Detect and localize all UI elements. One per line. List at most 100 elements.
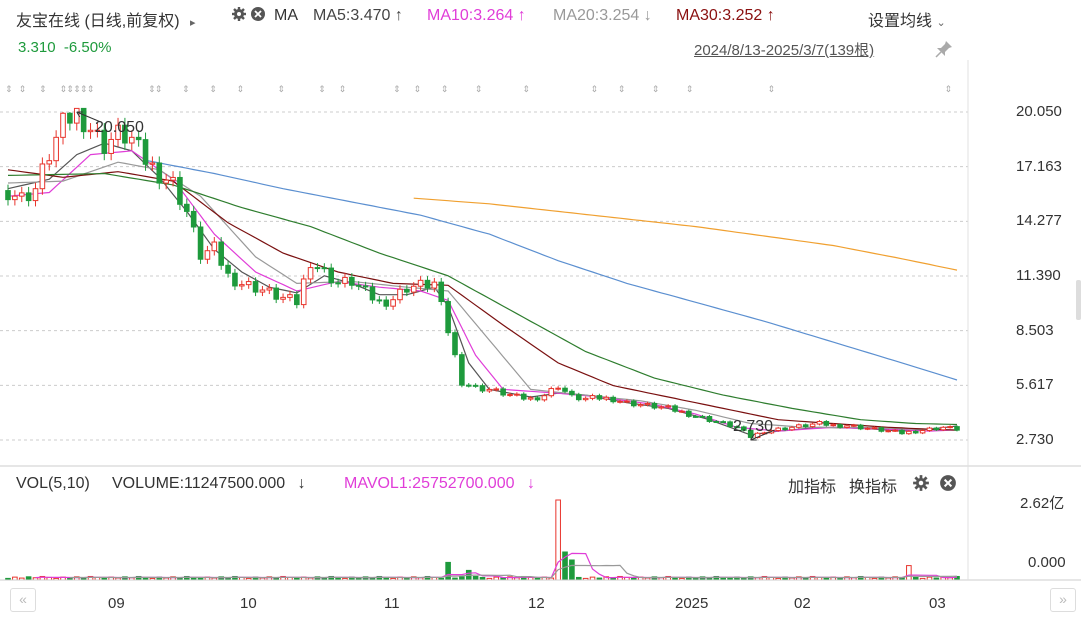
event-marker[interactable]: ⇕ (277, 84, 285, 94)
date-range[interactable]: 2024/8/13-2025/3/7(139根) (694, 42, 875, 59)
candle-body[interactable] (940, 426, 947, 431)
event-marker[interactable]: ⇕ (236, 84, 244, 94)
event-marker[interactable]: ⇕ (155, 84, 163, 94)
event-marker[interactable]: ⇕ (768, 84, 776, 94)
candle-body[interactable] (135, 136, 142, 141)
stock-title[interactable]: 友宝在线 (日线,前复权) ▸ (16, 7, 196, 31)
candle-body[interactable] (225, 264, 231, 274)
candle-body[interactable] (115, 124, 121, 140)
event-marker[interactable]: ⇕ (475, 84, 483, 94)
candle-body[interactable] (32, 188, 39, 202)
event-marker[interactable]: ⇕ (339, 84, 347, 94)
indicator-gear-icon[interactable] (912, 474, 930, 497)
candle-body[interactable] (534, 397, 541, 401)
right-edge-handle[interactable] (1076, 280, 1081, 320)
expand-triangle-icon[interactable]: ▸ (190, 17, 196, 29)
candle-body[interactable] (679, 410, 685, 413)
candle-body[interactable] (857, 424, 864, 430)
event-marker[interactable]: ⇕ (148, 84, 156, 94)
candle-body[interactable] (548, 388, 555, 397)
candle-body[interactable] (197, 226, 204, 260)
gear-icon[interactable] (231, 6, 247, 27)
event-marker[interactable]: ⇕ (522, 84, 530, 94)
candle-body[interactable] (424, 279, 431, 289)
close-icon[interactable] (250, 6, 266, 27)
candle-body[interactable] (479, 385, 486, 392)
pin-icon[interactable] (935, 40, 953, 63)
event-marker[interactable]: ⇕ (5, 84, 13, 94)
candle-body[interactable] (947, 426, 953, 429)
event-marker[interactable]: ⇕ (87, 84, 95, 94)
event-marker[interactable]: ⇕ (80, 84, 88, 94)
candle-body[interactable] (486, 388, 493, 392)
candle-body[interactable] (252, 281, 259, 293)
candle-body[interactable] (885, 430, 892, 433)
candle-body[interactable] (163, 179, 169, 184)
candle-body[interactable] (899, 429, 905, 435)
candle-body[interactable] (5, 190, 11, 201)
candle-body[interactable] (919, 430, 926, 434)
indicator-close-icon[interactable] (939, 474, 957, 497)
candle-body[interactable] (514, 393, 520, 396)
event-marker[interactable]: ⇕ (59, 84, 67, 94)
candle-body[interactable] (445, 301, 451, 334)
candle-body[interactable] (60, 112, 66, 138)
candle-body[interactable] (87, 129, 94, 133)
event-marker[interactable]: ⇕ (413, 84, 421, 94)
event-marker[interactable]: ⇕ (39, 84, 47, 94)
candle-body[interactable] (493, 388, 500, 391)
candle-body[interactable] (596, 395, 603, 400)
candle-body[interactable] (342, 276, 348, 284)
candle-body[interactable] (871, 427, 878, 430)
candle-body[interactable] (775, 427, 782, 432)
event-marker[interactable]: ⇕ (393, 84, 401, 94)
candle-body[interactable] (245, 281, 252, 286)
candle-body[interactable] (555, 387, 561, 390)
candle-body[interactable] (465, 384, 472, 387)
candle-body[interactable] (720, 421, 726, 424)
candle-body[interactable] (355, 284, 362, 287)
candle-body[interactable] (933, 427, 940, 431)
candle-body[interactable] (170, 176, 176, 181)
candle-body[interactable] (844, 425, 850, 428)
candle-body[interactable] (672, 405, 678, 412)
candle-body[interactable] (507, 394, 513, 397)
candle-body[interactable] (575, 394, 582, 401)
event-marker[interactable]: ⇕ (19, 84, 27, 94)
event-marker[interactable]: ⇕ (441, 84, 449, 94)
candle-body[interactable] (410, 285, 417, 293)
candle-body[interactable] (369, 286, 376, 301)
candle-body[interactable] (459, 354, 465, 386)
candle-body[interactable] (851, 424, 857, 427)
candle-body[interactable] (603, 396, 610, 400)
candle-body[interactable] (706, 416, 713, 422)
candle-body[interactable] (177, 176, 183, 205)
candle-body[interactable] (734, 426, 740, 429)
candle-body[interactable] (452, 332, 458, 356)
candle-body[interactable] (713, 420, 720, 423)
candle-body[interactable] (527, 397, 534, 400)
candle-body[interactable] (782, 427, 788, 431)
event-marker[interactable]: ⇕ (73, 84, 81, 94)
candle-body[interactable] (520, 393, 527, 400)
candle-body[interactable] (816, 420, 823, 425)
candle-body[interactable] (651, 402, 658, 409)
candle-body[interactable] (699, 415, 706, 418)
candle-body[interactable] (589, 395, 596, 399)
candle-body[interactable] (46, 160, 53, 165)
candle-body[interactable] (809, 423, 816, 428)
ma-settings-dropdown[interactable]: 设置均线 ⌄ (868, 7, 946, 31)
candle-body[interactable] (280, 296, 286, 300)
candle-body[interactable] (12, 195, 18, 201)
candle-body[interactable] (259, 289, 266, 293)
candle-body[interactable] (149, 162, 156, 165)
candle-body[interactable] (94, 129, 101, 132)
scroll-left-button[interactable]: « (10, 588, 36, 612)
candle-body[interactable] (73, 107, 80, 124)
candle-body[interactable] (287, 294, 293, 298)
candle-body[interactable] (686, 410, 692, 417)
event-markers[interactable]: ⇕ ⇕ ⇕ ⇕ ⇕ ⇕ ⇕ ⇕ ⇕ ⇕ ⇕ ⇕ ⇕ ⇕ ⇕ ⇕ ⇕ ⇕ ⇕ ⇕ ⇕ ⇕ ⇕ ⇕ ⇕ ⇕ ⇕ (5, 84, 952, 94)
candle-body[interactable] (122, 124, 128, 144)
event-marker[interactable]: ⇕ (618, 84, 626, 94)
candle-body[interactable] (837, 424, 843, 428)
